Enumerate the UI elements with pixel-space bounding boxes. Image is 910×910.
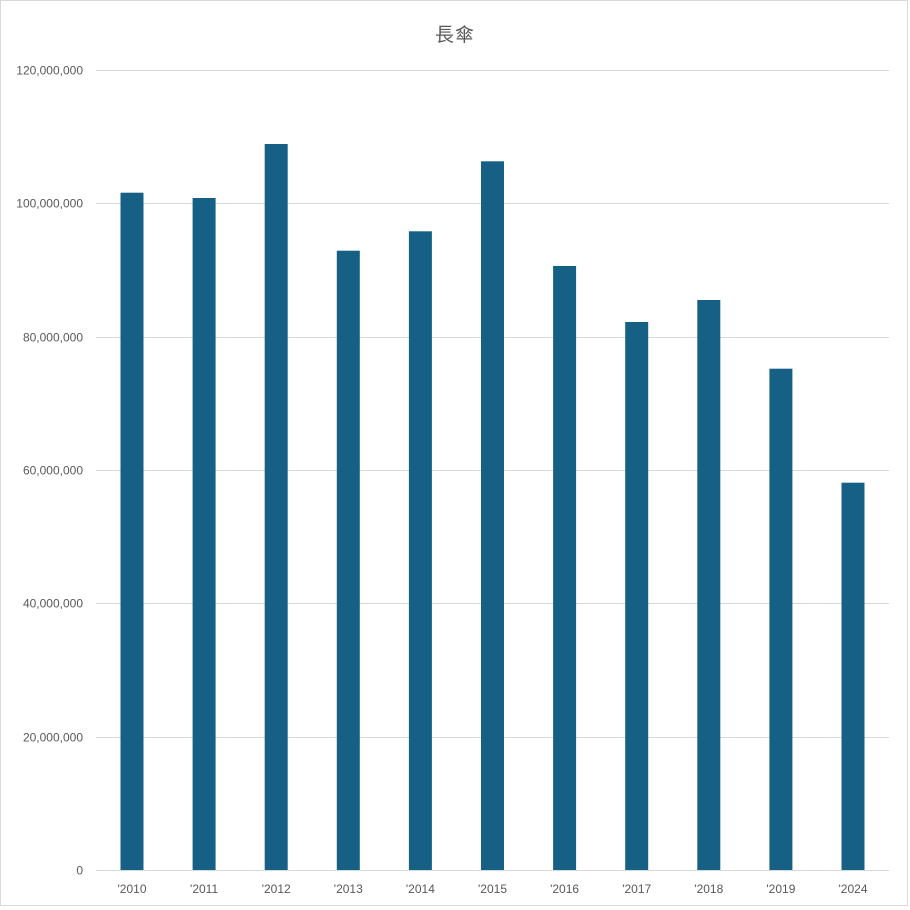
y-tick-label: 0 (76, 864, 83, 878)
x-axis-ticks: '2010 '2011 '2012 '2013 '2014 '2015 '2016 '2017… (118, 882, 868, 896)
x-tick-label: '2018 (694, 882, 723, 896)
x-tick-label: '2014 (406, 882, 435, 896)
x-tick-label: '2010 (118, 882, 147, 896)
bar-2013 (336, 250, 360, 870)
y-tick-label: 40,000,000 (23, 597, 83, 611)
bar-2011 (192, 198, 216, 870)
bar-2015 (481, 161, 504, 871)
bar-2024 (841, 482, 865, 870)
bar-2017 (625, 322, 649, 870)
x-tick-label: '2011 (190, 882, 218, 896)
bars (120, 144, 865, 871)
bar-2010 (120, 192, 144, 870)
bar-2014 (408, 231, 432, 871)
x-tick-label: '2012 (262, 882, 291, 896)
y-tick-label: 20,000,000 (23, 731, 83, 745)
x-tick-label: '2016 (550, 882, 579, 896)
bar-2012 (264, 144, 288, 870)
bar-2018 (697, 300, 721, 870)
x-tick-label: '2019 (766, 882, 795, 896)
y-tick-label: 120,000,000 (16, 64, 83, 78)
y-tick-label: 60,000,000 (23, 464, 83, 478)
x-tick-label: '2024 (839, 882, 868, 896)
bar-2016 (553, 266, 577, 870)
x-tick-label: '2017 (622, 882, 651, 896)
x-tick-label: '2015 (478, 882, 507, 896)
x-tick-label: '2013 (334, 882, 363, 896)
y-axis-ticks: 0 20,000,000 40,000,000 60,000,000 80,000,00… (16, 64, 83, 878)
y-tick-label: 80,000,000 (23, 331, 83, 345)
bar-2019 (769, 368, 793, 870)
chart-title: 長傘 (434, 24, 475, 46)
y-tick-label: 100,000,000 (16, 197, 83, 211)
